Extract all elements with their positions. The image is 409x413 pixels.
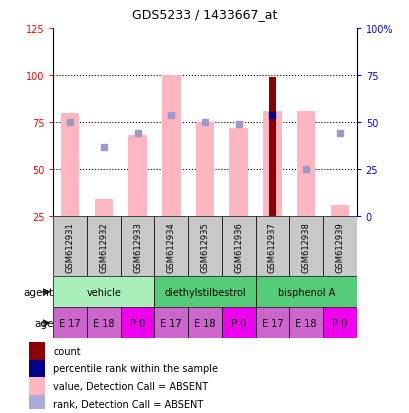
Bar bbox=[221, 308, 255, 339]
Text: age: age bbox=[34, 318, 54, 328]
Text: E 17: E 17 bbox=[59, 318, 81, 328]
Bar bbox=[263, 112, 281, 217]
Bar bbox=[29, 342, 45, 360]
Bar bbox=[268, 78, 275, 217]
Text: GSM612933: GSM612933 bbox=[133, 221, 142, 272]
Text: bisphenol A: bisphenol A bbox=[277, 287, 334, 297]
Text: GSM612939: GSM612939 bbox=[335, 221, 344, 272]
Text: GSM612937: GSM612937 bbox=[267, 221, 276, 272]
Text: P 0: P 0 bbox=[231, 318, 246, 328]
Bar bbox=[162, 76, 180, 217]
Text: E 18: E 18 bbox=[294, 318, 316, 328]
Text: GSM612931: GSM612931 bbox=[65, 221, 74, 272]
Text: vehicle: vehicle bbox=[86, 287, 121, 297]
Text: percentile rank within the sample: percentile rank within the sample bbox=[53, 363, 218, 373]
Bar bbox=[94, 200, 113, 217]
Bar bbox=[29, 395, 45, 412]
Text: GDS5233 / 1433667_at: GDS5233 / 1433667_at bbox=[132, 8, 277, 21]
Bar bbox=[221, 217, 255, 277]
Bar bbox=[61, 114, 79, 217]
Text: GSM612934: GSM612934 bbox=[166, 221, 175, 272]
Bar bbox=[255, 308, 289, 339]
Bar bbox=[154, 277, 255, 308]
Text: E 17: E 17 bbox=[160, 318, 182, 328]
Bar bbox=[87, 308, 120, 339]
Bar bbox=[120, 217, 154, 277]
Text: GSM612935: GSM612935 bbox=[200, 221, 209, 272]
Bar bbox=[53, 308, 87, 339]
Bar bbox=[255, 217, 289, 277]
Bar bbox=[330, 206, 348, 217]
Bar bbox=[322, 308, 356, 339]
Text: GSM612936: GSM612936 bbox=[234, 221, 243, 272]
Text: E 18: E 18 bbox=[93, 318, 115, 328]
Bar bbox=[154, 217, 188, 277]
Bar bbox=[188, 217, 221, 277]
Bar bbox=[128, 136, 146, 217]
Text: rank, Detection Call = ABSENT: rank, Detection Call = ABSENT bbox=[53, 399, 203, 408]
Bar bbox=[29, 377, 45, 395]
Bar bbox=[289, 217, 322, 277]
Text: E 18: E 18 bbox=[194, 318, 215, 328]
Bar bbox=[255, 277, 356, 308]
Bar bbox=[29, 360, 45, 377]
Text: agent: agent bbox=[24, 287, 54, 297]
Bar bbox=[87, 217, 120, 277]
Text: GSM612932: GSM612932 bbox=[99, 221, 108, 272]
Text: GSM612938: GSM612938 bbox=[301, 221, 310, 272]
Bar bbox=[53, 277, 154, 308]
Text: P 0: P 0 bbox=[331, 318, 346, 328]
Bar bbox=[188, 308, 221, 339]
Text: count: count bbox=[53, 346, 81, 356]
Bar bbox=[120, 308, 154, 339]
Bar bbox=[322, 217, 356, 277]
Bar bbox=[154, 308, 188, 339]
Bar bbox=[229, 128, 247, 217]
Bar bbox=[53, 217, 87, 277]
Text: diethylstilbestrol: diethylstilbestrol bbox=[164, 287, 245, 297]
Bar bbox=[195, 123, 214, 217]
Bar bbox=[289, 308, 322, 339]
Text: E 17: E 17 bbox=[261, 318, 283, 328]
Text: P 0: P 0 bbox=[130, 318, 145, 328]
Text: value, Detection Call = ABSENT: value, Detection Call = ABSENT bbox=[53, 381, 208, 391]
Bar bbox=[296, 112, 315, 217]
